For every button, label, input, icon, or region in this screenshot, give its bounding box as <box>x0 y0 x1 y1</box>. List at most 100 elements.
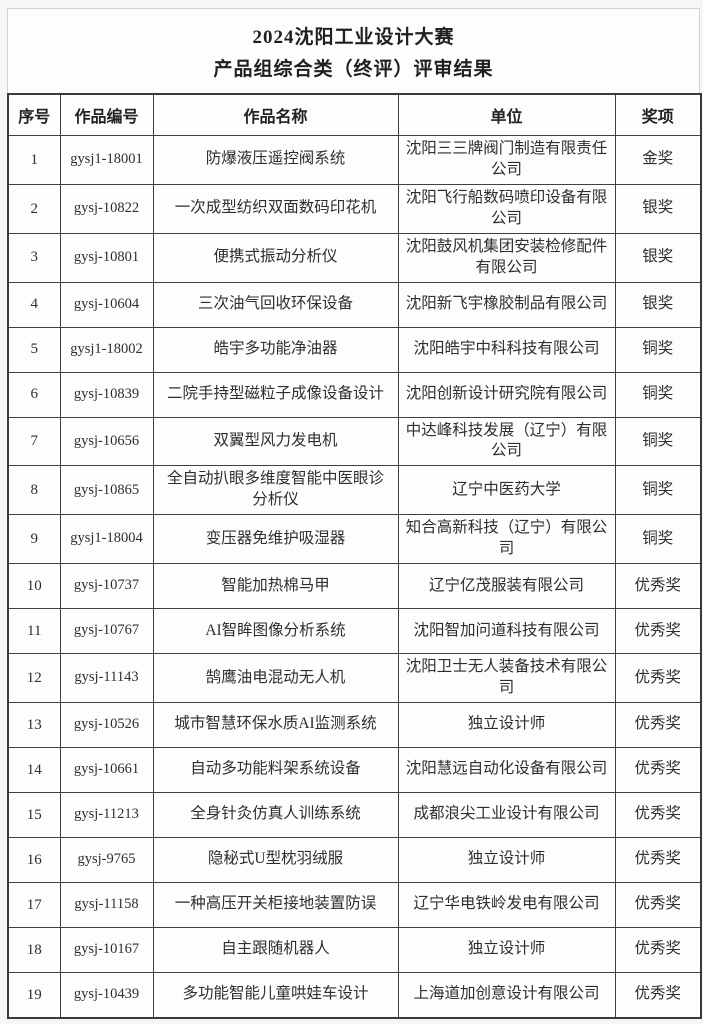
cell-name: AI智眸图像分析系统 <box>152 608 399 655</box>
cell-award: 铜奖 <box>614 514 702 565</box>
cell-name: 三次油气回收环保设备 <box>152 281 399 328</box>
document-title-line1: 2024沈阳工业设计大赛 <box>252 27 455 48</box>
header-code: 作品编号 <box>59 93 154 136</box>
cell-unit: 沈阳皓宇中科科技有限公司 <box>397 326 616 373</box>
cell-name: 多功能智能儿童哄娃车设计 <box>152 971 399 1019</box>
table-row: 5 gysj1-18002 皓宇多功能净油器 沈阳皓宇中科科技有限公司 铜奖 <box>7 326 702 373</box>
cell-name: 双翼型风力发电机 <box>152 416 399 467</box>
cell-unit: 辽宁中医药大学 <box>397 465 616 516</box>
cell-award: 优秀奖 <box>614 653 702 703</box>
table-row: 17 gysj-11158 一种高压开关柜接地装置防误 辽宁华电铁岭发电有限公司… <box>7 881 702 928</box>
cell-award: 铜奖 <box>614 371 702 418</box>
cell-award: 优秀奖 <box>614 836 702 883</box>
cell-award: 优秀奖 <box>614 791 702 838</box>
cell-code: gysj-9765 <box>59 836 154 883</box>
cell-index: 17 <box>7 881 61 928</box>
cell-index: 4 <box>7 281 61 328</box>
header-row: 序号 作品编号 作品名称 单位 奖项 <box>7 93 702 136</box>
cell-index: 5 <box>7 326 61 373</box>
cell-code: gysj-10604 <box>59 281 154 328</box>
cell-award: 优秀奖 <box>614 746 702 793</box>
cell-award: 铜奖 <box>614 465 702 516</box>
cell-name: 鹄鹰油电混动无人机 <box>152 653 399 703</box>
cell-code: gysj-10839 <box>59 371 154 418</box>
table-row: 18 gysj-10167 自主跟随机器人 独立设计师 优秀奖 <box>7 926 702 973</box>
cell-name: 变压器免维护吸湿器 <box>152 514 399 565</box>
cell-unit: 沈阳创新设计研究院有限公司 <box>397 371 616 418</box>
cell-unit: 沈阳飞行船数码喷印设备有限公司 <box>397 183 616 234</box>
cell-name: 全身针灸仿真人训练系统 <box>152 791 399 838</box>
header-unit: 单位 <box>397 93 616 136</box>
cell-code: gysj1-18002 <box>59 326 154 373</box>
cell-index: 18 <box>7 926 61 973</box>
cell-index: 16 <box>7 836 61 883</box>
cell-code: gysj-10822 <box>59 183 154 234</box>
cell-award: 金奖 <box>614 135 702 185</box>
cell-code: gysj-10167 <box>59 926 154 973</box>
cell-code: gysj-10865 <box>59 465 154 516</box>
cell-code: gysj1-18001 <box>59 135 154 185</box>
cell-code: gysj-10656 <box>59 416 154 467</box>
cell-unit: 沈阳三三牌阀门制造有限责任公司 <box>397 135 616 185</box>
cell-unit: 成都浪尖工业设计有限公司 <box>397 791 616 838</box>
header-index: 序号 <box>7 93 61 136</box>
cell-name: 全自动扒眼多维度智能中医眼诊分析仪 <box>152 465 399 516</box>
cell-name: 二院手持型磁粒子成像设备设计 <box>152 371 399 418</box>
cell-name: 一种高压开关柜接地装置防误 <box>152 881 399 928</box>
cell-code: gysj-10526 <box>59 701 154 748</box>
cell-unit: 知合高新科技（辽宁）有限公司 <box>397 514 616 565</box>
results-table-header: 序号 作品编号 作品名称 单位 奖项 <box>7 93 702 136</box>
cell-unit: 沈阳鼓风机集团安装检修配件有限公司 <box>397 232 616 283</box>
cell-unit: 独立设计师 <box>397 701 616 748</box>
cell-unit: 沈阳慧远自动化设备有限公司 <box>397 746 616 793</box>
cell-index: 12 <box>7 653 61 703</box>
cell-unit: 中达峰科技发展（辽宁）有限公司 <box>397 416 616 467</box>
table-row: 1 gysj1-18001 防爆液压遥控阀系统 沈阳三三牌阀门制造有限责任公司 … <box>7 135 702 185</box>
cell-award: 银奖 <box>614 183 702 234</box>
table-row: 16 gysj-9765 隐秘式U型枕羽绒服 独立设计师 优秀奖 <box>7 836 702 883</box>
cell-award: 铜奖 <box>614 326 702 373</box>
results-table: 序号 作品编号 作品名称 单位 奖项 1 gysj1-18001 防爆液压遥控阀… <box>7 93 702 1019</box>
cell-award: 优秀奖 <box>614 926 702 973</box>
title-block: 2024沈阳工业设计大赛 产品组综合类（终评）评审结果 <box>7 8 700 93</box>
document-sheet: 2024沈阳工业设计大赛 产品组综合类（终评）评审结果 序号 作品编号 作品名称… <box>7 8 702 1019</box>
header-award: 奖项 <box>614 93 702 136</box>
table-row: 2 gysj-10822 一次成型纺织双面数码印花机 沈阳飞行船数码喷印设备有限… <box>7 183 702 234</box>
table-row: 3 gysj-10801 便携式振动分析仪 沈阳鼓风机集团安装检修配件有限公司 … <box>7 232 702 283</box>
cell-unit: 独立设计师 <box>397 836 616 883</box>
cell-unit: 独立设计师 <box>397 926 616 973</box>
cell-index: 15 <box>7 791 61 838</box>
cell-name: 智能加热棉马甲 <box>152 563 399 610</box>
table-row: 4 gysj-10604 三次油气回收环保设备 沈阳新飞宇橡胶制品有限公司 银奖 <box>7 281 702 328</box>
cell-index: 8 <box>7 465 61 516</box>
cell-unit: 辽宁华电铁岭发电有限公司 <box>397 881 616 928</box>
table-row: 14 gysj-10661 自动多功能料架系统设备 沈阳慧远自动化设备有限公司 … <box>7 746 702 793</box>
cell-name: 隐秘式U型枕羽绒服 <box>152 836 399 883</box>
cell-name: 自动多功能料架系统设备 <box>152 746 399 793</box>
cell-index: 19 <box>7 971 61 1019</box>
table-row: 12 gysj-11143 鹄鹰油电混动无人机 沈阳卫士无人装备技术有限公司 优… <box>7 653 702 703</box>
cell-index: 3 <box>7 232 61 283</box>
table-row: 13 gysj-10526 城市智慧环保水质AI监测系统 独立设计师 优秀奖 <box>7 701 702 748</box>
cell-code: gysj-10737 <box>59 563 154 610</box>
table-row: 7 gysj-10656 双翼型风力发电机 中达峰科技发展（辽宁）有限公司 铜奖 <box>7 416 702 467</box>
header-name: 作品名称 <box>152 93 399 136</box>
cell-code: gysj-10801 <box>59 232 154 283</box>
cell-index: 2 <box>7 183 61 234</box>
cell-code: gysj-10661 <box>59 746 154 793</box>
cell-code: gysj-10767 <box>59 608 154 655</box>
table-row: 8 gysj-10865 全自动扒眼多维度智能中医眼诊分析仪 辽宁中医药大学 铜… <box>7 465 702 516</box>
cell-award: 优秀奖 <box>614 563 702 610</box>
cell-award: 优秀奖 <box>614 881 702 928</box>
cell-award: 优秀奖 <box>614 701 702 748</box>
cell-code: gysj-11143 <box>59 653 154 703</box>
document-title-line2: 产品组综合类（终评）评审结果 <box>213 59 494 80</box>
cell-award: 优秀奖 <box>614 608 702 655</box>
cell-index: 6 <box>7 371 61 418</box>
cell-name: 皓宇多功能净油器 <box>152 326 399 373</box>
cell-index: 14 <box>7 746 61 793</box>
table-row: 15 gysj-11213 全身针灸仿真人训练系统 成都浪尖工业设计有限公司 优… <box>7 791 702 838</box>
cell-unit: 沈阳新飞宇橡胶制品有限公司 <box>397 281 616 328</box>
cell-name: 城市智慧环保水质AI监测系统 <box>152 701 399 748</box>
cell-index: 13 <box>7 701 61 748</box>
